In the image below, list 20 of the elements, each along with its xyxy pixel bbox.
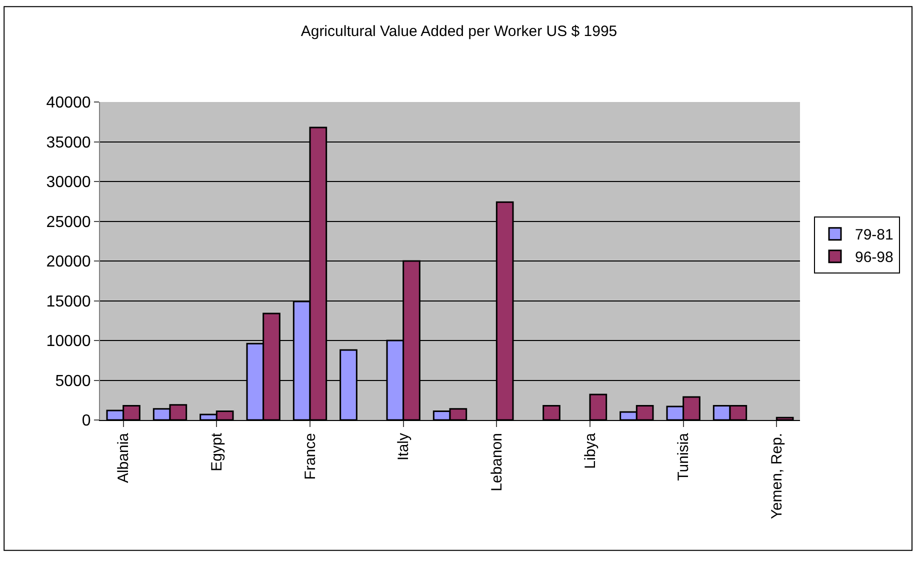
- y-tick-label: 40000: [46, 94, 91, 112]
- legend-label: 96-98: [855, 249, 894, 266]
- y-tick-label: 35000: [46, 134, 91, 152]
- x-tick-label: Tunisia: [675, 432, 692, 481]
- x-tick-label: Albania: [115, 432, 132, 484]
- y-tick-label: 25000: [46, 214, 91, 231]
- x-tick-label: Italy: [395, 432, 412, 461]
- x-tick-label: France: [302, 433, 319, 480]
- legend-label: 79-81: [855, 226, 894, 244]
- chart-title: Agricultural Value Added per Worker US $ 1995: [300, 23, 618, 40]
- y-tick-label: 20000: [46, 254, 91, 271]
- x-tick-label: Yemen, Rep.: [768, 433, 786, 520]
- x-tick-label: Lebanon: [488, 433, 506, 492]
- y-tick-label: 10000: [46, 333, 91, 350]
- y-tick-label: 30000: [46, 174, 91, 192]
- y-tick-label: 15000: [46, 293, 91, 310]
- y-tick-label: 5000: [55, 372, 91, 390]
- y-tick-label: 0: [82, 412, 91, 430]
- x-tick-label: Egypt: [208, 432, 226, 472]
- x-tick-label: Libya: [582, 432, 599, 469]
